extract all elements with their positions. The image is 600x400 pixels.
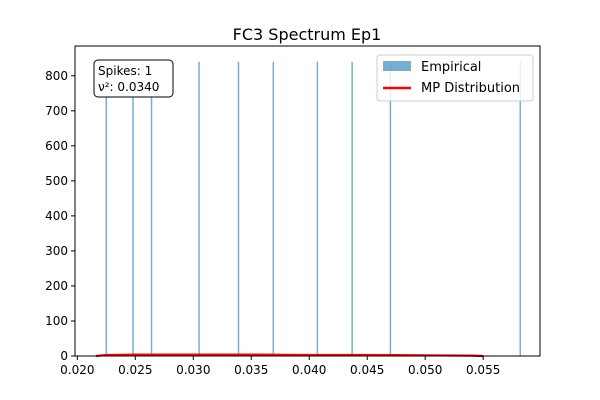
histogram-bar — [351, 61, 353, 357]
annotation-nu-squared: ν²: 0.0340 — [98, 80, 159, 94]
histogram-bar — [316, 61, 319, 357]
legend-swatch-empirical — [383, 61, 411, 71]
x-tick-label: 0.025 — [118, 363, 152, 377]
legend-label-mp: MP Distribution — [421, 81, 520, 96]
annotation-frame — [93, 59, 174, 98]
legend-label-empirical: Empirical — [421, 60, 481, 75]
x-tick-label: 0.040 — [292, 363, 326, 377]
x-tick-label: 0.050 — [408, 363, 442, 377]
y-tick-label: 300 — [45, 244, 68, 258]
y-tick-label: 0 — [60, 349, 68, 363]
histogram-bar — [389, 61, 392, 357]
legend: Empirical MP Distribution — [376, 54, 534, 102]
histogram-bar — [272, 61, 275, 357]
axes: 0.020 0.025 0.030 0.035 0.040 0.045 0.050 0.055… — [45, 45, 541, 377]
mp-distribution-line — [95, 353, 484, 358]
x-tick-label: 0.055 — [466, 363, 500, 377]
histogram-bar — [198, 61, 200, 357]
x-tick-label: 0.035 — [234, 363, 268, 377]
histogram-bar — [105, 61, 108, 357]
histogram-bar — [237, 61, 240, 357]
y-tick-label: 400 — [45, 209, 68, 223]
x-tick-label: 0.030 — [176, 363, 210, 377]
x-tick-label: 0.020 — [60, 363, 94, 377]
annotation-box: Spikes: 1 ν²: 0.0340 — [93, 59, 174, 98]
y-tick-label: 700 — [45, 104, 68, 118]
y-tick-label: 100 — [45, 314, 68, 328]
plot-frame — [74, 45, 541, 357]
legend-frame — [376, 54, 534, 102]
histogram-bar — [132, 61, 134, 357]
chart-title: FC3 Spectrum Ep1 — [233, 25, 382, 44]
mp-line-group — [95, 353, 484, 358]
annotation-spikes: Spikes: 1 — [98, 64, 152, 78]
histogram-bar — [150, 61, 153, 357]
empirical-bars — [105, 61, 522, 357]
histogram-bar — [519, 61, 522, 357]
y-tick-label: 200 — [45, 279, 68, 293]
y-tick-label: 800 — [45, 69, 68, 83]
x-tick-label: 0.045 — [350, 363, 384, 377]
y-tick-label: 500 — [45, 174, 68, 188]
y-tick-label: 600 — [45, 139, 68, 153]
